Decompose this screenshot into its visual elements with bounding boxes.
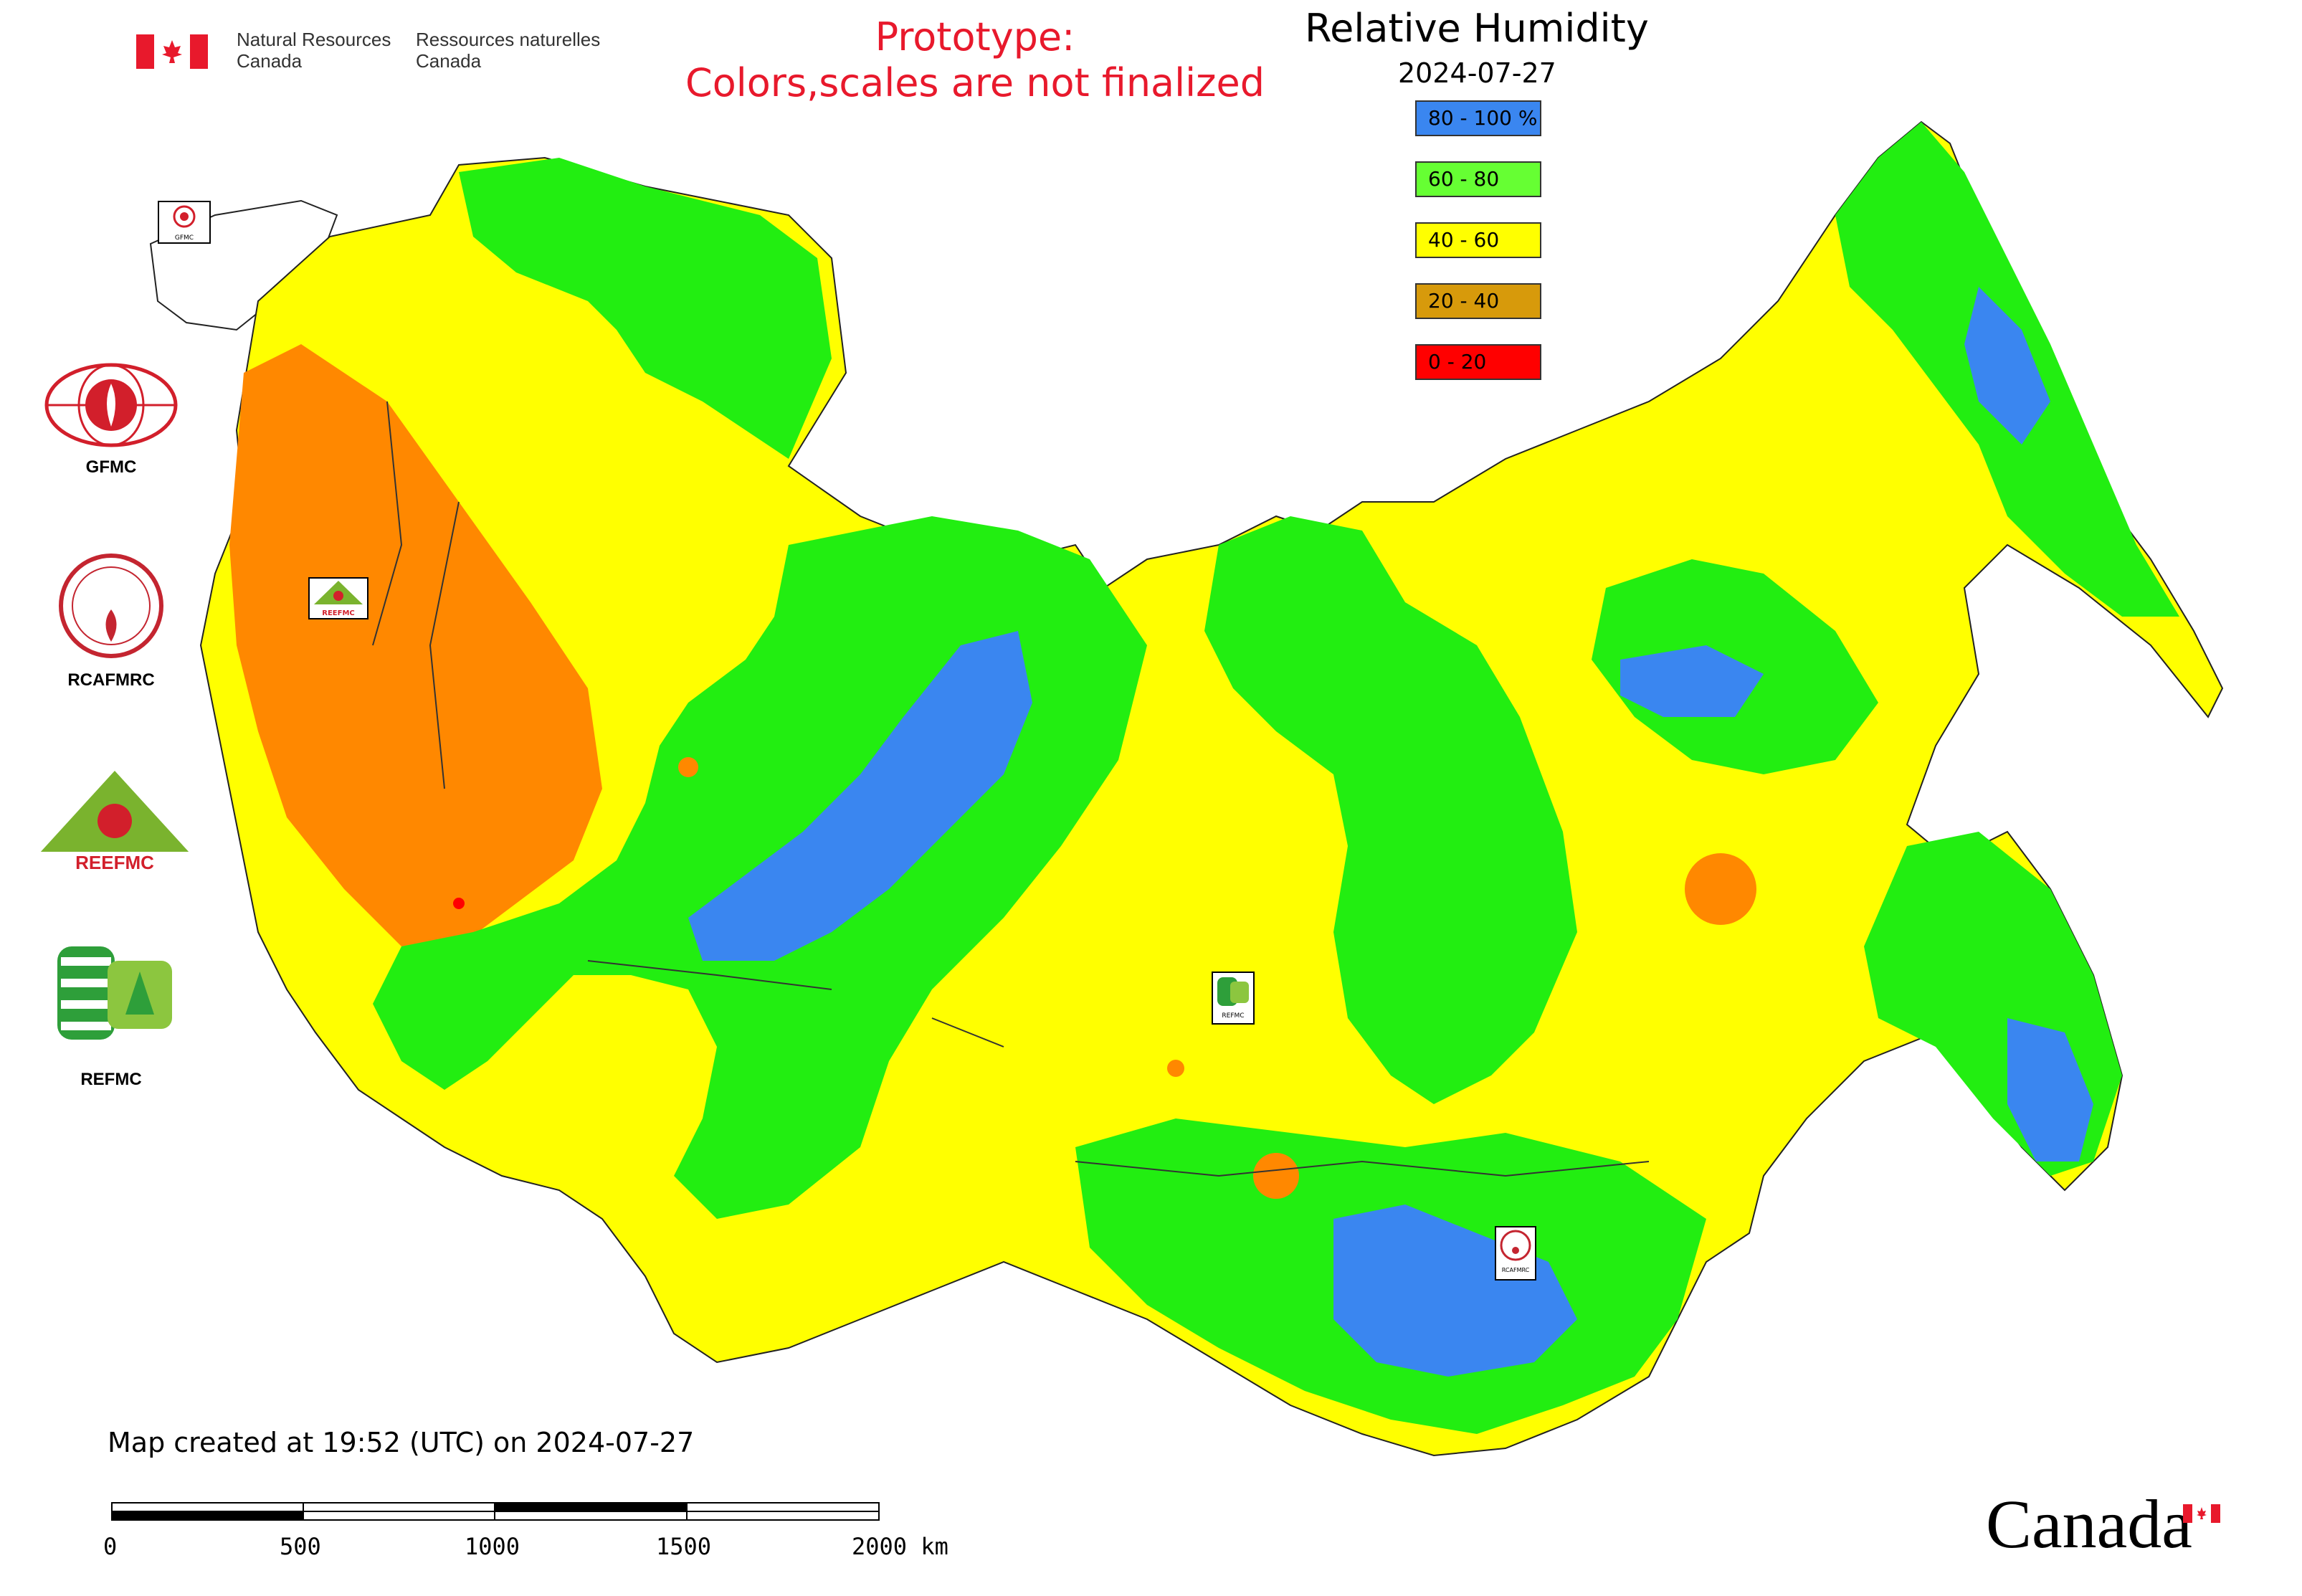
- dry-spot: [678, 757, 698, 777]
- scale-tick-label: 500: [280, 1533, 321, 1560]
- scale-tick-label: 0: [103, 1533, 118, 1560]
- legend-item-80-100: 80 - 100 %: [1415, 100, 1541, 136]
- rcafmrc-label: RCAFMRC: [67, 670, 155, 690]
- reefmc-logo: REEFMC: [36, 767, 194, 875]
- kamchatka-very-humid: [1964, 287, 2050, 445]
- map-marker-label: GFMC: [174, 234, 194, 242]
- dry-spot: [1685, 853, 1756, 925]
- legend-label: 80 - 100 %: [1428, 106, 1538, 130]
- very-dry-spot: [453, 898, 465, 909]
- canada-wordmark: Canada: [1986, 1486, 2192, 1562]
- legend-item-20-40: 20 - 40: [1415, 283, 1541, 319]
- map-marker-label: REEFMC: [322, 609, 355, 617]
- agency-name-en: Natural Resources Canada: [237, 29, 391, 72]
- scale-tick-label: 2000 km: [852, 1533, 948, 1560]
- baikal-very-humid: [1333, 1205, 1577, 1377]
- scale-tick-label: 1000: [465, 1533, 520, 1560]
- prototype-line-1: Prototype:: [875, 14, 1075, 60]
- legend-label: 40 - 60: [1428, 228, 1500, 252]
- western-dry-region: [229, 344, 602, 946]
- legend-label: 0 - 20: [1428, 350, 1487, 374]
- northwest-humid: [459, 158, 832, 459]
- scale-bar: [111, 1502, 880, 1521]
- sakhalin-very-humid: [2007, 1018, 2093, 1162]
- map-date: 2024-07-27: [1398, 57, 1556, 89]
- map-marker-gfmc[interactable]: GFMC: [158, 201, 211, 244]
- rcafmrc-logo: [57, 552, 165, 660]
- map-marker-reefmc[interactable]: REEFMC: [308, 577, 368, 619]
- map-marker-rcafmrc[interactable]: RCAFMRC: [1495, 1226, 1536, 1281]
- prototype-line-2: Colors,scales are not finalized: [685, 60, 1265, 105]
- map-created-text: Map created at 19:52 (UTC) on 2024-07-27: [108, 1427, 695, 1458]
- legend-label: 60 - 80: [1428, 167, 1500, 191]
- gfmc-logo: [39, 362, 183, 455]
- canada-wordmark-flag-icon: [2183, 1504, 2220, 1523]
- map-marker-label: RCAFMRC: [1501, 1267, 1530, 1273]
- legend-item-40-60: 40 - 60: [1415, 222, 1541, 258]
- refmc-label: REFMC: [80, 1070, 142, 1089]
- map-title: Relative Humidity: [1305, 6, 1649, 51]
- siberia-humid: [1204, 516, 1577, 1104]
- gfmc-label: GFMC: [85, 457, 137, 477]
- yakutia-very-humid: [1620, 645, 1764, 717]
- west-siberia-very-humid: [688, 631, 1032, 961]
- legend-item-60-80: 60 - 80: [1415, 161, 1541, 197]
- map-marker-label: REFMC: [1222, 1012, 1245, 1020]
- scale-tick-label: 1500: [656, 1533, 712, 1560]
- canada-flag-icon: [136, 34, 208, 69]
- region-borders: [372, 401, 1650, 1177]
- legend-item-0-20: 0 - 20: [1415, 344, 1541, 380]
- legend-label: 20 - 40: [1428, 289, 1500, 313]
- svg-text:REEFMC: REEFMC: [75, 852, 154, 873]
- dry-spot: [1167, 1060, 1184, 1077]
- dry-spot: [1253, 1153, 1299, 1199]
- refmc-logo: [57, 946, 172, 1040]
- prototype-notice: Prototype: Colors,scales are not finaliz…: [652, 14, 1298, 106]
- agency-name-fr: Ressources naturelles Canada: [416, 29, 601, 72]
- map-marker-refmc[interactable]: REFMC: [1212, 972, 1255, 1025]
